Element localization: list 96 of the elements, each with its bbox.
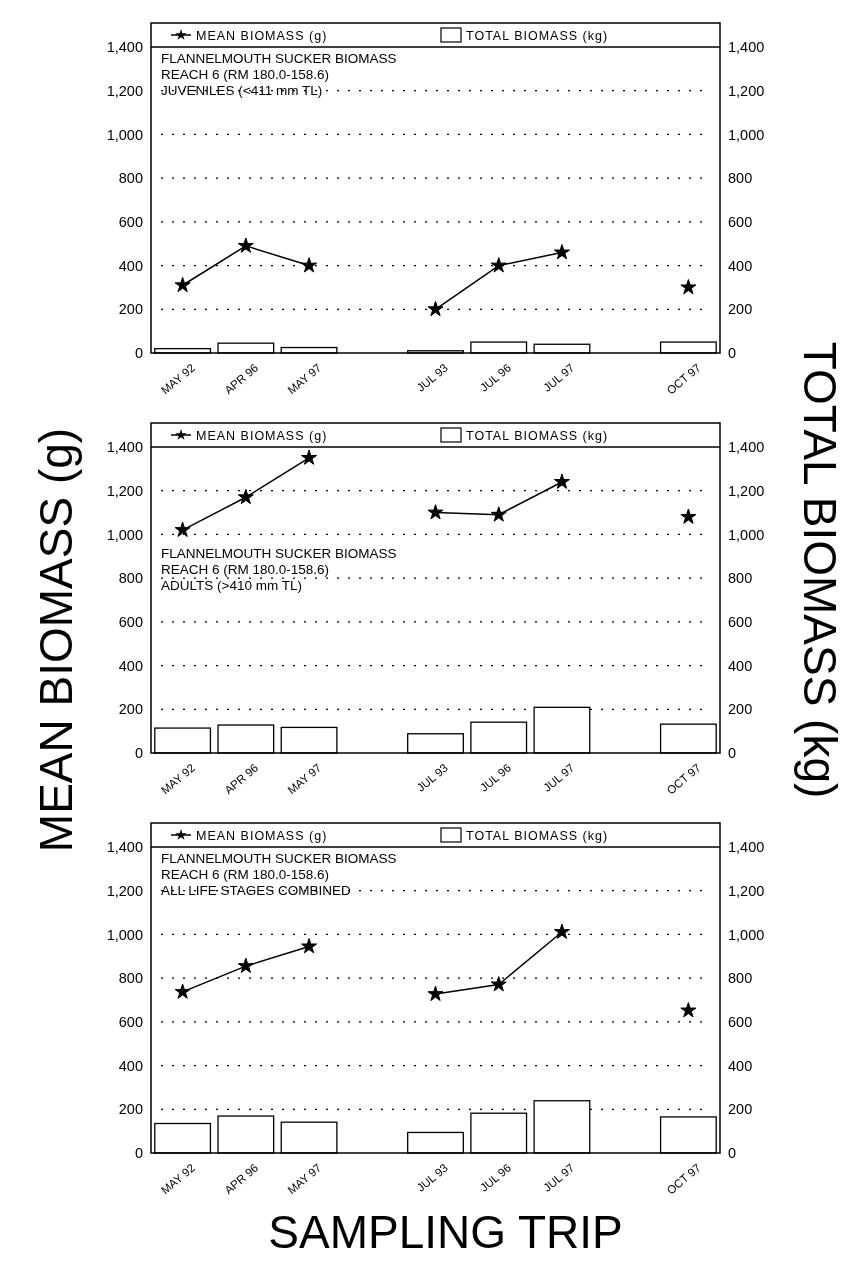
y-tick-label: 1,000 bbox=[106, 926, 143, 943]
y-tick-label: 400 bbox=[118, 1057, 143, 1074]
point bbox=[301, 938, 318, 954]
y2-tick-label: 800 bbox=[728, 170, 753, 187]
y2-tick-label: 1,200 bbox=[728, 482, 765, 499]
chart-title: FLANNELMOUTH SUCKER BIOMASS bbox=[161, 851, 397, 866]
y2-tick-label: 600 bbox=[728, 213, 753, 230]
y-tick-label: 400 bbox=[118, 657, 143, 674]
x-tick-label: JUL 96 bbox=[477, 761, 514, 794]
chart-title: FLANNELMOUTH SUCKER BIOMASS bbox=[161, 51, 397, 66]
x-tick-label: JUL 93 bbox=[414, 1161, 450, 1194]
y-tick-label: 1,400 bbox=[106, 439, 143, 456]
y-tick-label: 1,400 bbox=[106, 39, 143, 56]
y2-tick-label: 1,000 bbox=[728, 526, 765, 543]
y2-tick-label: 400 bbox=[728, 257, 753, 274]
y-tick-label: 800 bbox=[118, 170, 143, 187]
y2-tick-label: 200 bbox=[728, 1101, 753, 1118]
x-axis-title: SAMPLING TRIP bbox=[268, 1206, 623, 1258]
y-tick-label: 1,000 bbox=[106, 526, 143, 543]
point bbox=[553, 923, 570, 939]
point bbox=[301, 449, 318, 465]
y-tick-label: 600 bbox=[118, 613, 143, 630]
y-tick-label: 1,200 bbox=[106, 882, 143, 899]
point bbox=[174, 521, 191, 537]
point bbox=[301, 257, 318, 273]
point bbox=[680, 279, 697, 295]
legend-label: TOTAL BIOMASS (kg) bbox=[466, 429, 609, 443]
y-tick-label: 200 bbox=[118, 301, 143, 318]
y-tick-label: 200 bbox=[118, 701, 143, 718]
legend-label: MEAN BIOMASS (g) bbox=[196, 829, 328, 843]
y-tick-label: 200 bbox=[118, 1101, 143, 1118]
y-tick-label: 800 bbox=[118, 570, 143, 587]
y2-tick-label: 600 bbox=[728, 1013, 753, 1030]
legend-label: MEAN BIOMASS (g) bbox=[196, 429, 328, 443]
text: REACH 6 (RM 180.0-158.6) bbox=[161, 562, 330, 578]
text: REACH 6 (RM 180.0-158.6) bbox=[161, 67, 330, 82]
point bbox=[490, 976, 507, 992]
y-tick-label: 0 bbox=[134, 345, 143, 362]
x-tick-label: JUL 97 bbox=[541, 1161, 577, 1194]
y2-tick-label: 1,400 bbox=[728, 839, 765, 856]
annotation: ADULTS (>410 mm TL) bbox=[161, 578, 302, 594]
y-tick-label: 1,000 bbox=[106, 126, 143, 143]
y-tick-label: 1,400 bbox=[106, 839, 143, 856]
legend-label: TOTAL BIOMASS (kg) bbox=[466, 829, 609, 843]
y2-tick-label: 600 bbox=[728, 613, 753, 630]
y2-axis-title: TOTAL BIOMASS (kg) bbox=[793, 341, 846, 799]
y2-tick-label: 1,400 bbox=[728, 39, 765, 56]
y2-tick-label: 1,000 bbox=[728, 926, 765, 943]
text: REACH 6 (RM 180.0-158.6) bbox=[161, 867, 330, 882]
point bbox=[427, 300, 444, 317]
y2-tick-label: 1,400 bbox=[728, 439, 765, 456]
y-tick-label: 1,200 bbox=[106, 482, 143, 499]
y2-tick-label: 1,000 bbox=[728, 126, 765, 143]
point bbox=[237, 957, 254, 974]
y-tick-label: 800 bbox=[118, 970, 143, 987]
y2-tick-label: 200 bbox=[728, 701, 753, 718]
point bbox=[680, 1002, 697, 1018]
x-tick-label: JUL 93 bbox=[414, 361, 450, 394]
y2-tick-label: 800 bbox=[728, 970, 753, 987]
x-tick-label: JUL 96 bbox=[477, 1161, 514, 1194]
point bbox=[553, 244, 570, 260]
y2-tick-label: 0 bbox=[728, 1145, 737, 1162]
y-tick-label: 400 bbox=[118, 257, 143, 274]
point bbox=[427, 504, 444, 520]
point bbox=[553, 473, 570, 489]
point bbox=[174, 983, 191, 999]
y2-tick-label: 1,200 bbox=[728, 82, 765, 99]
point bbox=[680, 508, 697, 524]
legend-label: TOTAL BIOMASS (kg) bbox=[466, 29, 609, 43]
y-tick-label: 0 bbox=[134, 745, 143, 762]
x-tick-label: JUL 97 bbox=[541, 361, 577, 394]
x-tick-label: JUL 96 bbox=[477, 361, 514, 394]
y2-tick-label: 0 bbox=[728, 745, 737, 762]
y-tick-label: 1,200 bbox=[106, 82, 143, 99]
point bbox=[427, 985, 444, 1001]
annotation: ALL LIFE STAGES COMBINED bbox=[161, 883, 352, 898]
text: FLANNELMOUTH SUCKER BIOMASS bbox=[161, 546, 397, 562]
y2-tick-label: 800 bbox=[728, 570, 753, 587]
y2-tick-label: 1,200 bbox=[728, 882, 765, 899]
legend-label: MEAN BIOMASS (g) bbox=[196, 29, 328, 43]
y2-tick-label: 400 bbox=[728, 657, 753, 674]
point bbox=[490, 257, 507, 273]
point bbox=[237, 488, 254, 505]
y2-tick-label: 200 bbox=[728, 301, 753, 318]
y-axis-title: MEAN BIOMASS (g) bbox=[30, 427, 83, 853]
annotation: JUVENILES (<411 mm TL) bbox=[161, 83, 323, 98]
point bbox=[237, 237, 254, 253]
y2-tick-label: 0 bbox=[728, 345, 737, 362]
x-tick-label: JUL 93 bbox=[414, 761, 450, 794]
y-tick-label: 0 bbox=[134, 1145, 143, 1162]
y2-tick-label: 400 bbox=[728, 1057, 753, 1074]
y-tick-label: 600 bbox=[118, 213, 143, 230]
point bbox=[490, 506, 507, 522]
x-tick-label: JUL 97 bbox=[541, 761, 577, 794]
point bbox=[174, 276, 191, 293]
y-tick-label: 600 bbox=[118, 1013, 143, 1030]
